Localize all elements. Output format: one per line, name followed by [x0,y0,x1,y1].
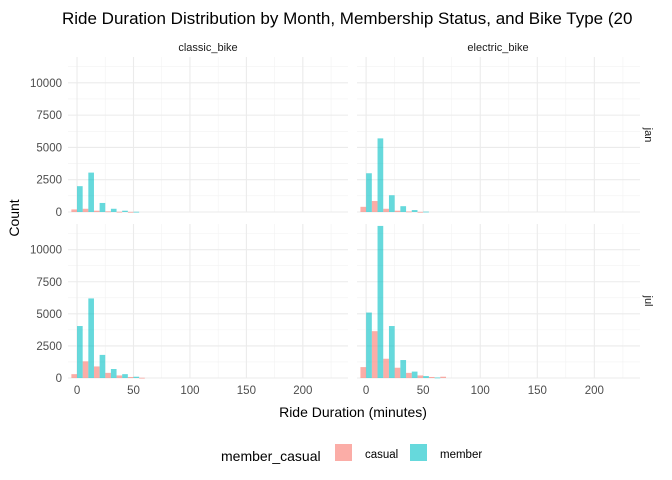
legend-label-member: member [440,449,482,461]
bar-member-jul-electric-bike-0 [366,312,372,378]
x-tick-label-classic-bike-0: 0 [74,385,80,397]
bar-casual-jan-classic-bike-30 [105,211,111,213]
bar-member-jan-classic-bike-50 [133,211,140,213]
panels-layer: 0 2500 5000 7500 10000 0 2500 5000 7500 10000 0 50 1… [30,57,640,397]
panel-jan-electric-bike [357,57,640,213]
panel-background [68,224,348,378]
bar-casual-jul-electric-bike-20 [383,358,389,378]
bar-casual-jan-electric-bike-10 [371,201,378,212]
panel-background [357,57,640,212]
legend: member_casual casual member [221,444,482,464]
y-axis-title: Count [6,199,22,236]
x-tick-label-electric-bike-200: 200 [585,385,604,397]
bar-member-jan-classic-bike-40 [122,210,128,212]
y-tick-label-jan-10000: 10000 [30,78,62,90]
bar-member-jul-classic-bike-20 [99,354,106,378]
bar-member-jul-electric-bike-40 [411,371,418,378]
bar-member-jul-classic-bike-40 [122,374,128,378]
bar-casual-jul-classic-bike-30 [105,372,111,378]
bar-member-jul-classic-bike-0 [77,326,83,378]
x-tick-label-electric-bike-150: 150 [528,385,547,397]
x-tick-label-classic-bike-100: 100 [180,385,199,397]
bar-member-jul-electric-bike-50 [423,376,429,378]
y-tick-label-jul-7500: 7500 [36,277,62,289]
bar-member-jan-classic-bike-0 [77,186,83,212]
x-tick-label-classic-bike-200: 200 [293,385,312,397]
bar-casual-jul-electric-bike-50 [417,375,424,378]
y-tick-label-jul-0: 0 [56,373,62,385]
bar-member-jul-classic-bike-30 [110,369,117,378]
y-tick-label-jul-10000: 10000 [30,245,62,257]
panel-jul-classic-bike: 0 2500 5000 7500 10000 0 50 100 150 200 [30,224,348,397]
panel-jul-electric-bike: 0 50 100 150 200 [357,224,640,397]
strip-label-electric-bike: electric_bike [467,42,528,54]
bar-member-jan-electric-bike-40 [411,210,418,212]
bar-member-jul-electric-bike-60 [434,377,441,379]
bar-member-jan-electric-bike-30 [400,206,407,212]
x-tick-label-classic-bike-50: 50 [127,385,140,397]
bar-member-jul-electric-bike-20 [388,326,395,378]
strip-label-classic-bike: classic_bike [178,42,237,54]
y-tick-label-jan-0: 0 [56,207,62,219]
bar-casual-jan-classic-bike-0 [71,209,78,212]
bar-member-jan-electric-bike-0 [366,173,372,212]
bar-casual-jul-classic-bike-20 [93,366,100,378]
legend-label-casual: casual [365,449,398,461]
panel-background [357,224,640,378]
bar-casual-jan-electric-bike-30 [394,210,401,212]
bar-member-jul-classic-bike-10 [88,298,94,378]
bar-casual-jul-electric-bike-40 [406,372,412,378]
bar-casual-jul-classic-bike-50 [127,376,134,378]
bar-casual-jan-classic-bike-40 [116,211,123,213]
bar-member-jan-classic-bike-20 [99,202,106,212]
strip-label-jan: jan [642,127,654,143]
y-tick-label-jul-2500: 2500 [36,341,62,353]
bar-casual-jul-classic-bike-10 [82,361,89,378]
x-tick-label-classic-bike-150: 150 [237,385,256,397]
bar-casual-jul-classic-bike-60 [139,377,145,379]
bar-casual-jan-electric-bike-40 [406,211,412,213]
legend-title: member_casual [221,448,321,464]
bar-casual-jan-classic-bike-10 [82,208,89,212]
bar-casual-jan-classic-bike-20 [93,210,100,212]
legend-key-casual [335,444,352,461]
bar-member-jan-classic-bike-10 [88,172,94,212]
bar-casual-jul-classic-bike-0 [71,374,78,378]
x-tick-label-electric-bike-50: 50 [417,385,430,397]
y-tick-label-jan-5000: 5000 [36,142,62,154]
bar-casual-jul-electric-bike-70 [440,376,447,378]
panel-background [68,57,348,212]
y-tick-label-jan-2500: 2500 [36,175,62,187]
bar-member-jan-classic-bike-30 [110,208,117,212]
x-axis-title: Ride Duration (minutes) [279,404,427,420]
x-tick-label-electric-bike-100: 100 [471,385,490,397]
panel-jan-classic-bike: 0 2500 5000 7500 10000 [30,57,348,219]
y-tick-label-jan-7500: 7500 [36,110,62,122]
strip-label-jul: jul [642,294,654,306]
y-tick-label-jul-5000: 5000 [36,309,62,321]
bar-casual-jul-electric-bike-60 [428,376,435,378]
bar-casual-jan-electric-bike-50 [417,211,424,213]
bar-casual-jul-classic-bike-40 [116,375,123,378]
bar-member-jul-electric-bike-30 [400,360,407,378]
bar-member-jan-electric-bike-50 [423,211,429,213]
bar-casual-jan-electric-bike-20 [383,208,389,212]
legend-key-member [410,444,427,461]
chart-title: Ride Duration Distribution by Month, Mem… [62,9,632,28]
bar-casual-jul-electric-bike-10 [371,331,378,378]
bar-member-jul-classic-bike-50 [133,376,140,378]
bar-member-jul-electric-bike-10 [377,225,384,378]
x-tick-label-electric-bike-0: 0 [363,385,369,397]
bar-casual-jul-electric-bike-0 [360,367,367,378]
bar-member-jan-electric-bike-10 [377,138,384,212]
bar-member-jan-electric-bike-20 [388,195,395,212]
bar-casual-jan-classic-bike-50 [127,211,134,213]
bar-casual-jul-electric-bike-30 [394,367,401,378]
bar-casual-jan-electric-bike-0 [360,206,367,212]
